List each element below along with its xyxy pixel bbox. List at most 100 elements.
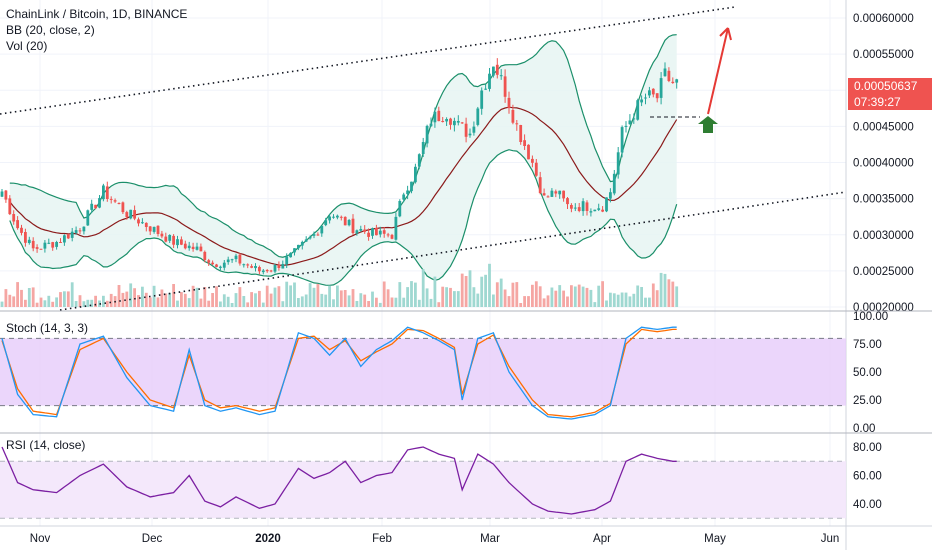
candle xyxy=(183,243,187,249)
candle xyxy=(281,264,285,269)
candle xyxy=(160,233,164,237)
volume-bar xyxy=(183,293,187,307)
volume-bar xyxy=(226,296,230,307)
candle xyxy=(74,230,78,233)
volume-bar xyxy=(488,263,491,307)
volume-bar xyxy=(480,276,484,307)
volume-bar xyxy=(265,285,269,307)
candle xyxy=(359,229,363,231)
volume-bar xyxy=(47,295,51,307)
candle xyxy=(230,259,234,261)
candle xyxy=(597,208,601,210)
candle xyxy=(527,144,530,160)
volume-bar xyxy=(648,297,651,307)
candle xyxy=(616,152,620,175)
volume-bar xyxy=(616,294,620,307)
volume-bar xyxy=(503,289,507,307)
candle xyxy=(152,226,156,232)
volume-bar xyxy=(102,295,105,307)
rsi-band-fill xyxy=(0,461,846,519)
candle xyxy=(0,191,4,197)
candle xyxy=(261,270,265,273)
volume-bar xyxy=(258,290,261,307)
volume-bar xyxy=(125,291,129,307)
volume-bar xyxy=(605,300,608,307)
candle xyxy=(47,242,51,244)
time-axis-tick: Dec xyxy=(142,533,163,545)
volume-bar xyxy=(12,296,16,307)
candle xyxy=(375,227,378,236)
candle xyxy=(410,181,413,192)
volume-bar xyxy=(148,297,152,307)
candle xyxy=(156,225,160,234)
volume-bar xyxy=(98,300,101,307)
candle xyxy=(277,264,281,268)
candle xyxy=(651,88,655,95)
candle xyxy=(55,242,58,247)
rsi-axis-tick: 40.00 xyxy=(853,499,882,511)
candle xyxy=(242,264,246,266)
bb-fill xyxy=(9,34,677,286)
volume-bar xyxy=(675,286,679,307)
projection-arrow-head xyxy=(719,27,732,41)
candle xyxy=(199,246,203,252)
candle xyxy=(121,202,125,213)
candle xyxy=(468,133,472,136)
volume-bar xyxy=(211,293,214,307)
stoch-axis-tick: 50.00 xyxy=(853,367,882,379)
candle xyxy=(316,234,320,236)
volume-bar xyxy=(207,300,211,307)
volume-bar xyxy=(300,296,304,307)
candle xyxy=(250,266,253,268)
candle xyxy=(234,255,238,260)
volume-bar xyxy=(437,302,441,307)
volume-bar xyxy=(499,278,503,307)
volume-bar xyxy=(20,289,23,307)
candle xyxy=(176,239,179,246)
candle xyxy=(102,185,105,200)
volume-bar xyxy=(394,297,398,307)
volume-bar xyxy=(628,296,632,307)
volume-bar xyxy=(39,297,43,307)
volume-bar xyxy=(144,292,148,307)
time-axis-tick: May xyxy=(704,533,726,545)
volume-bar xyxy=(644,297,647,307)
volume-bar xyxy=(312,287,316,307)
candle xyxy=(534,162,538,176)
volume-bar xyxy=(546,295,550,307)
candle xyxy=(363,229,367,232)
volume-bar xyxy=(35,302,39,307)
candle xyxy=(566,198,569,205)
candle xyxy=(382,230,386,234)
candle xyxy=(484,88,487,90)
candle xyxy=(659,78,663,98)
candle xyxy=(437,110,441,122)
volume-bar xyxy=(293,282,296,307)
volume-bar xyxy=(277,286,281,307)
volume-bar xyxy=(410,281,413,307)
volume-bar xyxy=(562,290,565,307)
candle xyxy=(628,120,632,125)
candle xyxy=(453,120,456,126)
volume-bar xyxy=(133,288,136,307)
candle xyxy=(554,191,558,194)
candle xyxy=(644,97,647,99)
volume-bar xyxy=(464,276,468,307)
bb-basis-line xyxy=(9,106,678,266)
volume-bar xyxy=(433,276,437,307)
volume-bar xyxy=(449,287,452,307)
candle xyxy=(269,270,273,272)
volume-bar xyxy=(624,292,628,307)
volume-bar xyxy=(441,286,445,307)
candle xyxy=(347,220,351,226)
volume-bar xyxy=(663,273,667,307)
volume-bar xyxy=(468,270,472,307)
volume-bar xyxy=(63,291,66,307)
candle xyxy=(203,251,207,260)
candle xyxy=(20,227,23,233)
candle xyxy=(332,216,335,218)
candle xyxy=(168,235,172,241)
volume-bar xyxy=(476,293,480,307)
candle xyxy=(367,232,370,237)
